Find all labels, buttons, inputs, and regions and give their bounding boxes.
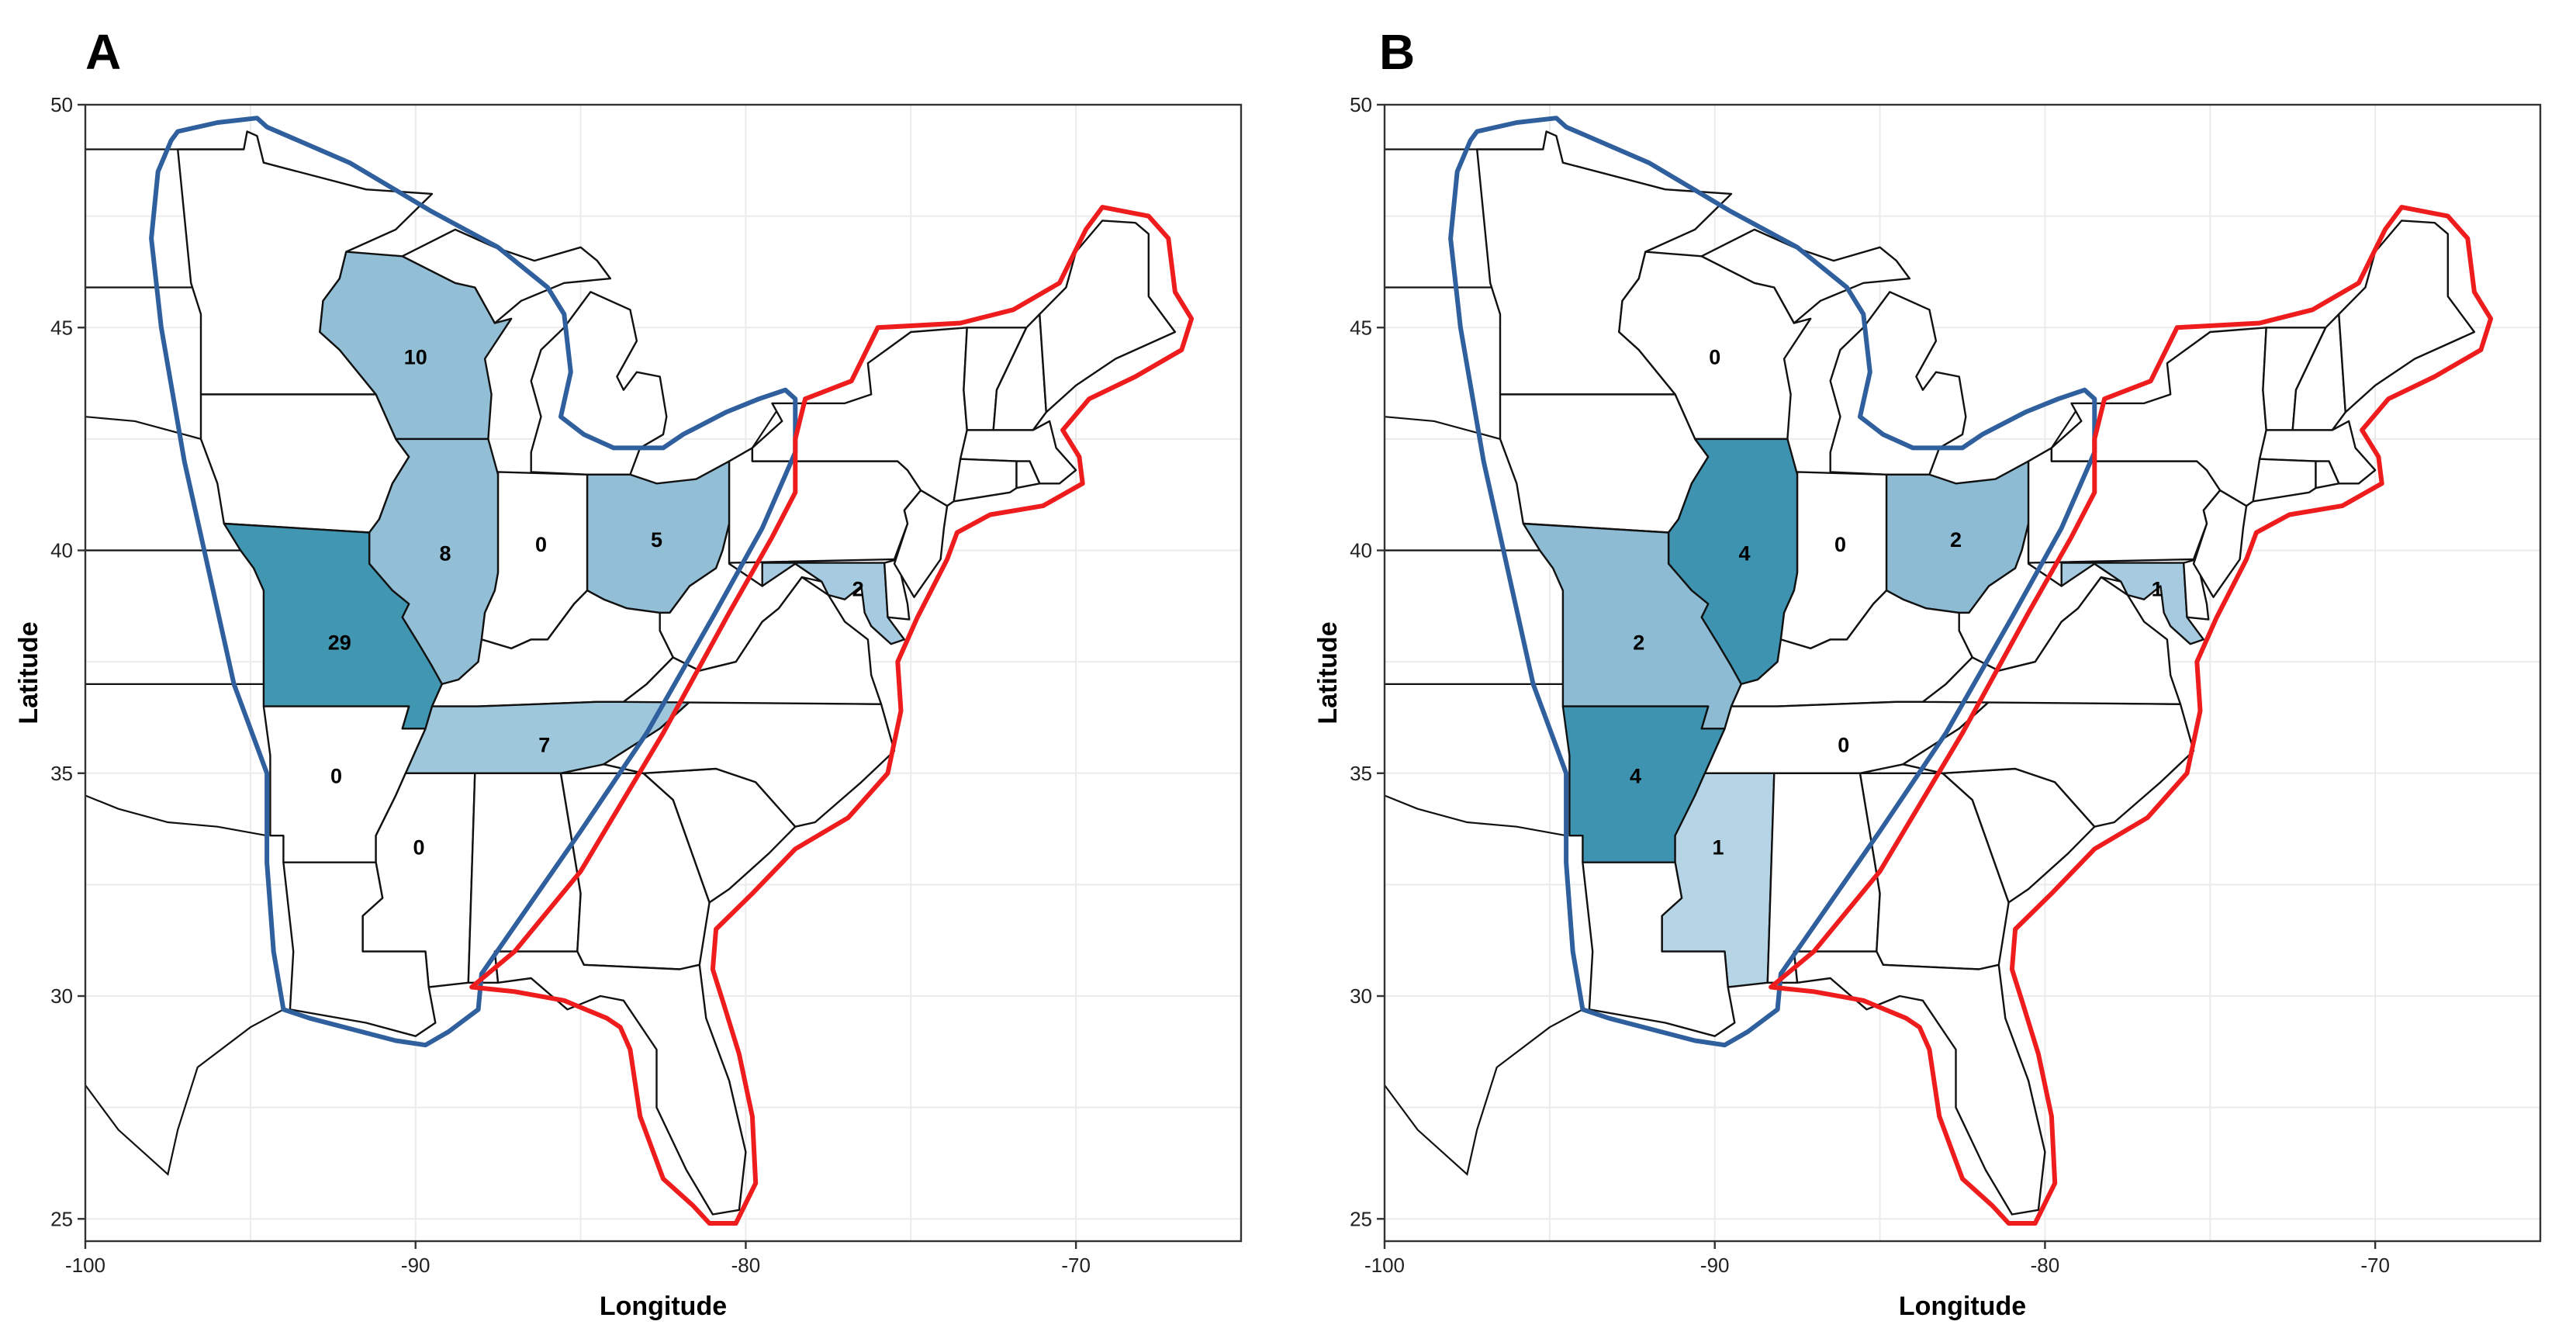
- count-label-oh: 2: [1950, 528, 1962, 552]
- count-label-oh: 5: [651, 528, 662, 552]
- count-label-mo: 2: [1633, 631, 1644, 654]
- y-tick-label: 45: [50, 316, 73, 339]
- x-axis-label: Longitude: [600, 1292, 727, 1321]
- state-border: [1384, 794, 1567, 837]
- state-pa: [2027, 447, 2222, 564]
- y-axis-label: Latitude: [14, 621, 43, 724]
- y-tick-label: 35: [50, 762, 73, 785]
- x-tick-label: -90: [1700, 1254, 1730, 1277]
- count-label-mo: 29: [328, 631, 351, 654]
- state-ia: [1499, 393, 1710, 534]
- y-tick-label: 50: [1350, 93, 1372, 116]
- state-border: [751, 407, 780, 449]
- count-label-ms: 0: [413, 836, 424, 860]
- count-label-in: 0: [535, 533, 547, 556]
- x-tick-label: -70: [1061, 1254, 1091, 1277]
- eastern-region-outline: [1769, 205, 2494, 1226]
- count-label-md: 2: [852, 577, 864, 600]
- panel-a-letter: A: [85, 24, 122, 80]
- state-ri: [2315, 460, 2340, 489]
- state-pa: [728, 447, 922, 564]
- count-label-in: 0: [1834, 533, 1846, 556]
- western-region-outline: [149, 116, 798, 1048]
- state-ia: [199, 393, 410, 534]
- plot-frame: [1383, 103, 2542, 1243]
- x-axis-label: Longitude: [1899, 1292, 2026, 1321]
- count-label-wi: 0: [1709, 346, 1720, 369]
- state-border: [85, 794, 268, 837]
- state-border: [85, 1008, 284, 1176]
- y-tick-label: 50: [50, 93, 73, 116]
- state-nc: [1902, 700, 2195, 828]
- count-label-md: 1: [2152, 577, 2163, 600]
- y-tick-label: 25: [1350, 1207, 1372, 1230]
- x-tick-label: -80: [2031, 1254, 2060, 1277]
- count-label-il: 4: [1739, 541, 1751, 565]
- state-md: [2060, 562, 2204, 645]
- panel-b-letter: B: [1379, 24, 1416, 80]
- count-label-tn: 0: [1838, 733, 1849, 756]
- y-tick-label: 30: [50, 984, 73, 1008]
- state-fl: [493, 950, 747, 1216]
- x-tick-label: -100: [65, 1254, 105, 1277]
- x-tick-label: -90: [401, 1254, 430, 1277]
- x-tick-label: -70: [2360, 1254, 2390, 1277]
- state-me: [2338, 220, 2476, 413]
- count-label-ar: 4: [1630, 765, 1641, 788]
- x-tick-label: -100: [1364, 1254, 1405, 1277]
- state-nc: [603, 700, 896, 828]
- y-tick-label: 35: [1350, 762, 1372, 785]
- count-label-tn: 7: [538, 733, 550, 756]
- state-ct: [2252, 458, 2317, 503]
- count-label-ms: 1: [1712, 836, 1724, 860]
- count-label-il: 8: [440, 541, 451, 565]
- state-fl: [1793, 950, 2046, 1216]
- y-tick-label: 40: [50, 539, 73, 562]
- state-border: [85, 416, 202, 440]
- y-tick-label: 25: [50, 1207, 73, 1230]
- y-tick-label: 40: [1350, 539, 1372, 562]
- y-tick-label: 45: [1350, 316, 1372, 339]
- state-ri: [1015, 460, 1041, 489]
- state-md: [761, 562, 905, 645]
- y-tick-label: 30: [1350, 984, 1372, 1008]
- state-border: [1384, 1008, 1583, 1176]
- count-label-ar: 0: [330, 765, 342, 788]
- state-ct: [953, 458, 1018, 503]
- x-tick-label: -80: [731, 1254, 761, 1277]
- y-axis-label: Latitude: [1313, 621, 1343, 724]
- map-panel-a: 10 8 0 5 29 7 0 0 2 -100 -90 -80 -70 25 30 35 40 45 50 Long…: [14, 93, 1243, 1321]
- state-border: [1384, 416, 1501, 440]
- western-region-outline: [1448, 116, 2097, 1048]
- state-me: [1039, 220, 1177, 413]
- state-border: [2050, 407, 2079, 449]
- eastern-region-outline: [469, 205, 1195, 1226]
- plot-frame: [84, 103, 1243, 1243]
- count-label-wi: 10: [404, 346, 427, 369]
